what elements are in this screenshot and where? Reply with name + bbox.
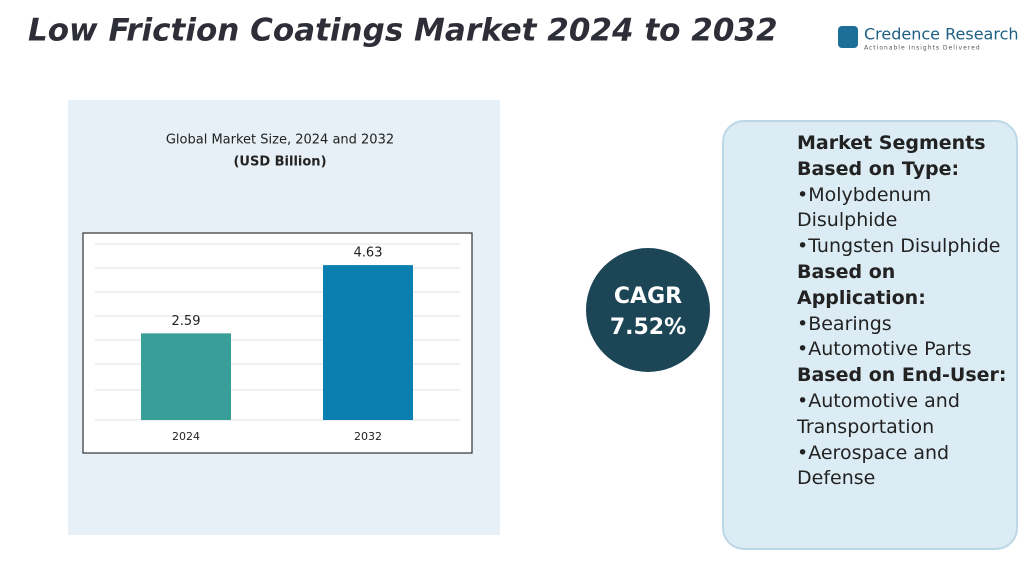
chart-title: Global Market Size, 2024 and 2032: [166, 133, 394, 148]
brand-tagline: Actionable Insights Delivered: [864, 45, 981, 52]
segment-heading: Based on End-User:: [797, 364, 1007, 387]
segment-item: •Tungsten Disulphide: [797, 235, 1001, 258]
segment-heading: Based on Type:: [797, 157, 960, 180]
segment-item: •Molybdenum Disulphide: [797, 183, 932, 232]
value-label: 4.63: [354, 246, 383, 261]
x-tick-label: 2032: [354, 430, 382, 443]
bar: [323, 265, 413, 420]
value-label: 2.59: [172, 314, 201, 329]
segments-text: Market Segments Based on Type: •Molybdenu…: [797, 131, 1019, 492]
page-title: Low Friction Coatings Market 2024 to 203…: [28, 13, 778, 49]
x-tick-label: 2024: [172, 430, 200, 443]
bar: [141, 333, 231, 420]
segment-item: •Automotive and Transportation: [797, 389, 960, 438]
brand-name: Credence Research: [864, 25, 1019, 44]
brand-logo: [838, 26, 858, 48]
segments-title: Market Segments: [797, 132, 986, 154]
segments-panel: [722, 120, 1018, 550]
segment-heading: Based on Application:: [797, 260, 926, 309]
cagr-label: CAGR: [614, 284, 682, 309]
cagr-value: 7.52%: [610, 315, 686, 340]
segment-item: •Bearings: [797, 312, 892, 335]
cagr-circle: [586, 248, 710, 372]
chart-subtitle: (USD Billion): [233, 155, 326, 170]
segment-item: •Aerospace and Defense: [797, 441, 950, 490]
segment-item: •Automotive Parts: [797, 338, 972, 361]
